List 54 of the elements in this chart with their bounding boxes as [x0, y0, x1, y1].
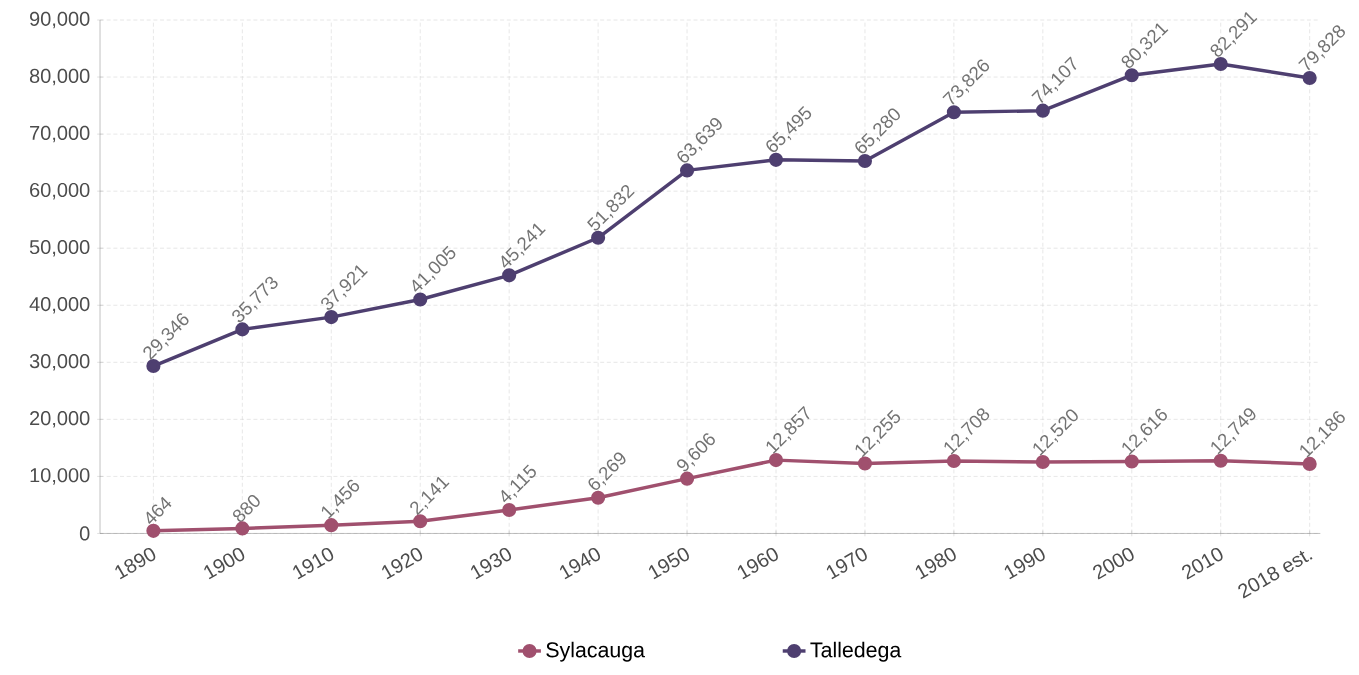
- y-tick-label: 70,000: [30, 125, 90, 143]
- y-tick-label: 90,000: [30, 11, 90, 29]
- x-tick-label: 1970: [826, 547, 867, 580]
- point: [1302, 71, 1317, 86]
- y-tick-label: 30,000: [29, 354, 90, 371]
- x-tick-label: 1930: [471, 547, 512, 580]
- point: [857, 456, 873, 471]
- y-tick-label: 10,000: [30, 468, 90, 485]
- point: [502, 502, 517, 518]
- point: [679, 163, 695, 178]
- point: [768, 152, 784, 167]
- point: [679, 471, 695, 486]
- data-label: 880: [232, 495, 260, 522]
- x-tick-label: 1980: [915, 547, 956, 580]
- point: [146, 523, 161, 538]
- point: [413, 292, 428, 307]
- x-tick-label: 1990: [1004, 547, 1045, 580]
- point: [235, 322, 250, 337]
- y-tick-label: 40,000: [29, 297, 90, 314]
- point: [324, 310, 339, 325]
- point: [324, 518, 339, 533]
- y-tick-label: 0: [79, 526, 90, 541]
- x-tick-label: 1900: [204, 547, 245, 580]
- x-tick-label: 1890: [115, 547, 156, 580]
- data-label: 464: [146, 496, 172, 524]
- x-tick-label: 2018 est.: [1238, 550, 1313, 599]
- point: [235, 521, 250, 536]
- y-tick-label: 20,000: [30, 411, 90, 428]
- x-tick-label: 2010: [1182, 547, 1223, 580]
- x-tick-label: 1940: [559, 547, 600, 580]
- x-tick-label: 2000: [1093, 547, 1134, 580]
- point: [1035, 103, 1050, 118]
- x-tick-label: 1920: [382, 547, 423, 580]
- y-tick-label: 60,000: [30, 182, 90, 200]
- point: [146, 359, 161, 374]
- legend-label: Talledega: [810, 641, 902, 662]
- point: [1124, 454, 1139, 469]
- point: [1213, 453, 1228, 468]
- y-tick-label: 80,000: [29, 68, 90, 86]
- point: [1213, 57, 1228, 72]
- point: [1124, 68, 1139, 83]
- x-tick-label: 1910: [293, 547, 334, 580]
- x-tick-label: 1960: [737, 547, 778, 580]
- point: [591, 490, 606, 505]
- y-tick-label: 50,000: [29, 240, 90, 257]
- point: [857, 154, 873, 169]
- point: [1035, 455, 1050, 470]
- point: [502, 268, 517, 283]
- point: [946, 105, 961, 120]
- point: [591, 230, 606, 245]
- point: [768, 453, 784, 468]
- x-tick-label: 1950: [648, 547, 689, 580]
- legend-label: Sylacauga: [546, 641, 645, 662]
- point: [413, 514, 428, 529]
